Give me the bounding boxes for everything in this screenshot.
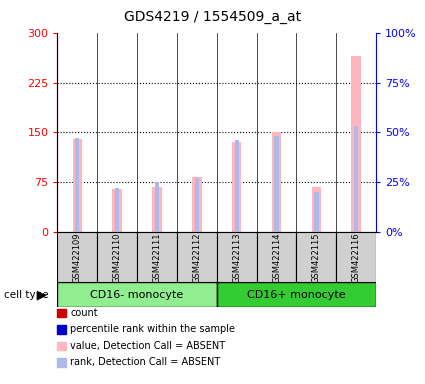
Text: GSM422114: GSM422114 [272,232,281,283]
Bar [97,232,137,282]
Bar [177,232,217,282]
Text: cell type: cell type [4,290,49,300]
Text: GSM422115: GSM422115 [312,232,321,283]
Text: CD16- monocyte: CD16- monocyte [91,290,184,300]
Bar [112,189,122,232]
Text: percentile rank within the sample: percentile rank within the sample [70,324,235,334]
Bar [217,282,376,307]
Bar [232,142,241,232]
Bar [235,141,239,232]
Bar [73,139,82,232]
Text: count: count [70,308,98,318]
Bar [137,232,177,282]
Bar [217,232,257,282]
Text: ▶: ▶ [37,288,46,301]
Bar [354,126,358,232]
Text: GSM422113: GSM422113 [232,232,241,283]
Bar [314,192,318,232]
Bar [57,232,97,282]
Text: CD16+ monocyte: CD16+ monocyte [247,290,346,300]
Text: GSM422109: GSM422109 [73,232,82,283]
Text: GSM422110: GSM422110 [113,232,122,283]
Bar [195,179,199,232]
Bar [75,139,79,232]
Bar [257,232,296,282]
Bar [115,189,119,232]
Text: GDS4219 / 1554509_a_at: GDS4219 / 1554509_a_at [124,10,301,23]
Bar [152,187,162,232]
Bar [272,132,281,232]
Text: rank, Detection Call = ABSENT: rank, Detection Call = ABSENT [70,358,221,367]
Bar [57,282,217,307]
Bar [192,177,201,232]
Bar [336,232,376,282]
Bar [351,56,361,232]
Text: value, Detection Call = ABSENT: value, Detection Call = ABSENT [70,341,225,351]
Bar [296,232,336,282]
Bar [155,182,159,232]
Text: GSM422112: GSM422112 [193,232,201,283]
Text: GSM422111: GSM422111 [153,232,162,283]
Text: GSM422116: GSM422116 [352,232,361,283]
Bar [312,187,321,232]
Bar [275,136,279,232]
